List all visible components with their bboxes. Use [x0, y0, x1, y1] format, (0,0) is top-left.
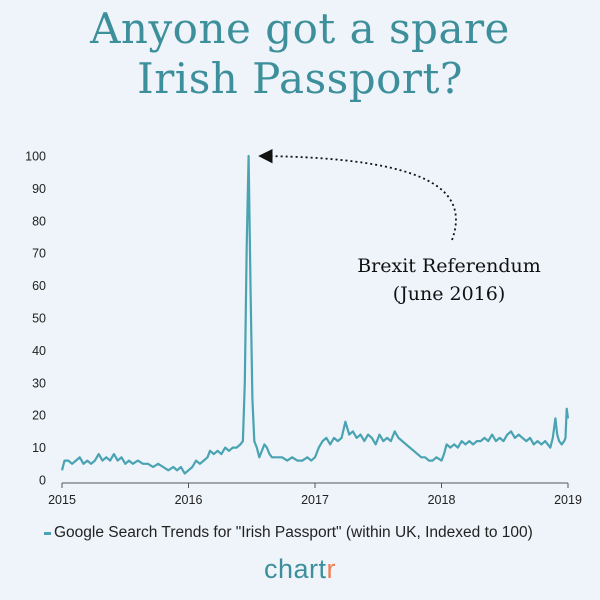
chart-legend: Google Search Trends for "Irish Passport…: [44, 524, 533, 542]
y-tick-label: 90: [32, 182, 46, 196]
x-axis: 2015 2016 2017 2018 2019: [48, 482, 582, 507]
brand-logo-main: chart: [263, 554, 327, 584]
legend-swatch: [44, 531, 51, 535]
x-tick-label: 2016: [175, 493, 203, 507]
brand-logo: chartr: [0, 554, 600, 585]
y-tick-label: 30: [32, 376, 46, 390]
y-tick-label: 10: [32, 441, 46, 455]
chart-title: Anyone got a spare Irish Passport?: [0, 4, 600, 104]
series-line-irish-passport: [60, 154, 570, 475]
x-tick-label: 2015: [48, 493, 76, 507]
y-tick-label: 20: [32, 409, 46, 423]
x-tick-label: 2017: [301, 493, 329, 507]
y-tick-label: 40: [32, 344, 46, 358]
x-tick-label: 2019: [554, 493, 582, 507]
title-line-2: Irish Passport?: [137, 54, 463, 103]
x-tick-label: 2018: [428, 493, 456, 507]
y-tick-label: 0: [39, 474, 46, 488]
annotation-arrow: [258, 148, 457, 241]
y-tick-label: 50: [32, 312, 46, 326]
annotation-text-line-1: Brexit Referendum: [357, 255, 541, 277]
legend-label: Google Search Trends for "Irish Passport…: [54, 524, 533, 541]
annotation-text-line-2: (June 2016): [393, 283, 506, 305]
y-axis: 0 10 20 30 40 50 60 70 80 90 100: [25, 150, 46, 488]
y-tick-label: 80: [32, 214, 46, 228]
title-line-1: Anyone got a spare: [90, 4, 510, 53]
y-tick-label: 70: [32, 247, 46, 261]
y-tick-label: 100: [25, 150, 46, 164]
y-tick-label: 60: [32, 279, 46, 293]
brand-logo-accent: r: [326, 554, 337, 584]
